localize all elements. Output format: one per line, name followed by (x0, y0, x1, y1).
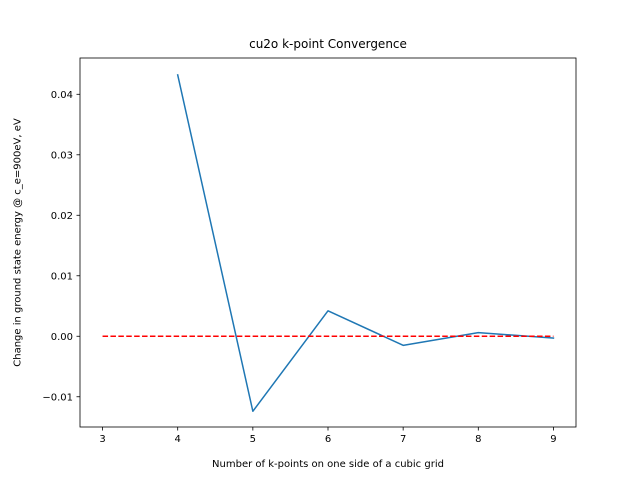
x-axis-ticks: 3 4 5 6 7 8 9 (99, 427, 557, 445)
chart-title: cu2o k-point Convergence (249, 37, 407, 51)
y-axis-ticks: −0.01 0.00 0.01 0.02 0.03 0.04 (42, 90, 80, 403)
plot-area (80, 58, 576, 427)
x-axis-label: Number of k-points on one side of a cubi… (212, 459, 444, 470)
x-tick-label: 9 (550, 434, 556, 445)
series-layer (102, 74, 555, 413)
y-tick-label: 0.02 (51, 211, 73, 222)
x-tick-label: 7 (400, 434, 406, 445)
y-tick-label: 0.04 (51, 90, 73, 101)
x-tick-label: 4 (175, 434, 181, 445)
y-tick-label: −0.01 (42, 392, 73, 403)
x-tick-label: 8 (475, 434, 481, 445)
y-tick-label: 0.01 (51, 271, 73, 282)
x-tick-label: 3 (99, 434, 105, 445)
x-tick-label: 6 (325, 434, 331, 445)
y-tick-label: 0.00 (51, 332, 73, 343)
y-tick-label: 0.03 (51, 150, 73, 161)
series-line (176, 74, 555, 413)
x-tick-label: 5 (250, 434, 256, 445)
y-axis-label: Change in ground state energy @ c_e=900e… (13, 118, 24, 367)
